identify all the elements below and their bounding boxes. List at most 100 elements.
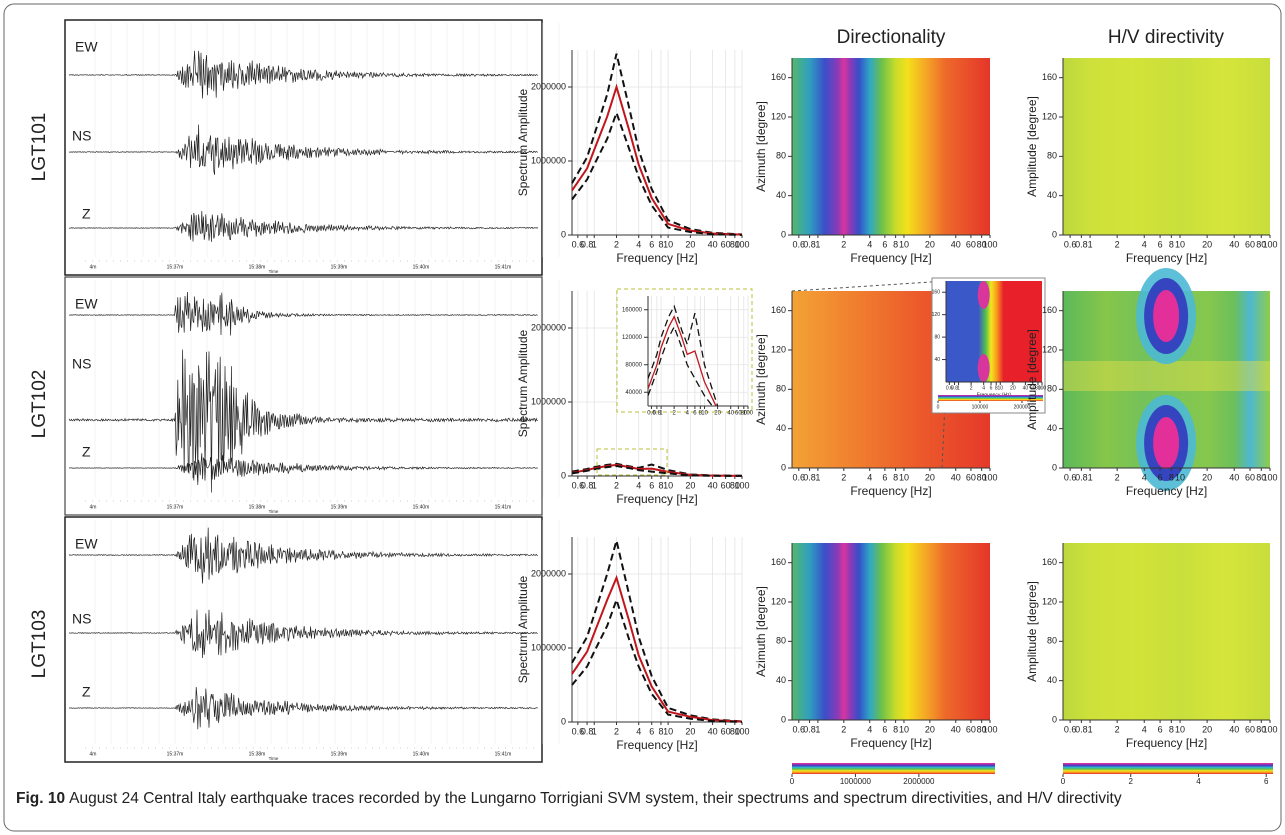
x-tick-label: 10 [1175, 724, 1185, 734]
time-tick-label: 15:40m [413, 504, 430, 510]
x-tick-label: 4 [1142, 472, 1147, 482]
heatmap-blob [977, 281, 990, 309]
x-tick-label: 1 [957, 385, 960, 391]
y-tick-label: 80000 [625, 362, 642, 368]
x-tick-label: 60 [1245, 239, 1255, 249]
y-tick-label: 120 [1042, 596, 1057, 606]
x-tick-label: 20 [1010, 385, 1016, 391]
y-tick-label: 160 [1042, 305, 1057, 315]
x-tick-label: 2 [614, 239, 619, 249]
x-tick-label: 2 [614, 480, 619, 490]
y-axis-label: Spectrum Amplitude [516, 88, 530, 196]
x-tick-label: 10 [997, 385, 1003, 391]
x-tick-label: 2 [672, 411, 676, 417]
x-tick-label: 1 [592, 480, 597, 490]
spectrum-line [648, 315, 717, 406]
x-tick-label: 20 [714, 411, 721, 417]
x-tick-label: 6 [882, 724, 887, 734]
x-tick-label: 100 [734, 726, 749, 736]
y-tick-label: 80 [934, 334, 940, 340]
x-tick-label: 2 [841, 239, 846, 249]
x-tick-label: 100 [743, 411, 754, 417]
y-tick-label: 120 [771, 344, 786, 354]
x-tick-label: 100 [982, 472, 997, 482]
spectrum-line [571, 540, 743, 723]
time-axis-label: Time [269, 269, 279, 274]
y-tick-label: 40 [776, 423, 786, 433]
x-tick-label: 100 [1038, 385, 1047, 391]
x-tick-label: 10 [663, 726, 673, 736]
x-tick-label: 0.6 [1064, 239, 1077, 249]
station-label: LGT101 [29, 113, 50, 182]
x-tick-label: 6 [1158, 724, 1163, 734]
x-tick-label: 20 [925, 239, 935, 249]
x-tick-label: 20 [1202, 472, 1212, 482]
x-tick-label: 100 [1262, 724, 1277, 734]
x-tick-label: 4 [636, 239, 641, 249]
time-tick-label: 15:41m [495, 751, 512, 757]
x-tick-label: 40 [1229, 239, 1239, 249]
x-tick-label: 8 [699, 411, 703, 417]
heatmap-blob [977, 354, 990, 382]
x-tick-label: 8 [893, 239, 898, 249]
x-tick-label: 0.8 [1075, 724, 1088, 734]
time-axis-label: Time [269, 756, 279, 761]
colorbar-tick-label: 200000 [1014, 404, 1031, 410]
x-tick-label: 2 [614, 726, 619, 736]
component-label: NS [72, 611, 91, 627]
station-label: LGT103 [29, 610, 50, 679]
x-tick-label: 0.8 [951, 385, 958, 391]
colorbar [792, 763, 995, 774]
x-tick-label: 10 [1175, 239, 1185, 249]
y-tick-label: 40 [776, 675, 786, 685]
y-tick-label: 80 [776, 384, 786, 394]
x-tick-label: 0.6 [793, 472, 806, 482]
time-tick-label: 15:38m [249, 504, 266, 510]
colorbar-tick-label: 4 [1196, 777, 1201, 786]
seismogram-trace [68, 50, 539, 99]
x-tick-label: 0.8 [653, 411, 662, 417]
heatmap-band [1063, 361, 1270, 391]
time-tick-label: 15:40m [413, 264, 430, 270]
x-tick-label: 60 [1245, 724, 1255, 734]
x-tick-label: 1 [659, 411, 663, 417]
x-tick-label: 10 [1175, 472, 1185, 482]
y-tick-label: 2000000 [531, 322, 566, 332]
x-tick-label: 0.8 [581, 480, 594, 490]
y-axis-label: Azimuth [degree] [754, 334, 768, 425]
x-tick-label: 8 [1169, 472, 1174, 482]
y-tick-label: 40 [1047, 423, 1057, 433]
time-tick-label: 15:37m [167, 504, 184, 510]
colorbar-tick-label: 2 [1129, 777, 1134, 786]
station-label: LGT102 [29, 370, 50, 439]
x-axis-label: Frequency [Hz] [1126, 736, 1207, 750]
colorbar-tick-label: 2000000 [903, 777, 935, 786]
column-title: Directionality [837, 27, 946, 48]
x-tick-label: 8 [893, 724, 898, 734]
x-tick-label: 100 [982, 239, 997, 249]
y-tick-label: 160 [932, 290, 941, 296]
y-tick-label: 0 [1052, 462, 1057, 472]
y-tick-label: 160 [771, 305, 786, 315]
y-tick-label: 160 [1042, 557, 1057, 567]
y-tick-label: 0 [781, 229, 786, 239]
x-tick-label: 10 [663, 480, 673, 490]
y-axis-label: Spectrum Amplitude [516, 329, 530, 437]
x-tick-label: 0.6 [572, 480, 585, 490]
x-tick-label: 6 [649, 726, 654, 736]
x-tick-label: 10 [899, 724, 909, 734]
x-tick-label: 0.6 [946, 385, 953, 391]
time-tick-label: 15:39m [331, 504, 348, 510]
x-tick-label: 40 [708, 480, 718, 490]
x-tick-label: 0.6 [793, 239, 806, 249]
x-tick-label: 1 [1088, 239, 1093, 249]
caption: Fig. 10 August 24 Central Italy earthquak… [16, 787, 1266, 810]
trace-panel [64, 516, 543, 763]
x-tick-label: 60 [721, 726, 731, 736]
heatmap [792, 58, 990, 235]
component-label: Z [82, 444, 91, 460]
x-tick-label: 4 [867, 472, 872, 482]
y-tick-label: 0 [1052, 714, 1057, 724]
x-tick-label: 0.8 [803, 239, 816, 249]
